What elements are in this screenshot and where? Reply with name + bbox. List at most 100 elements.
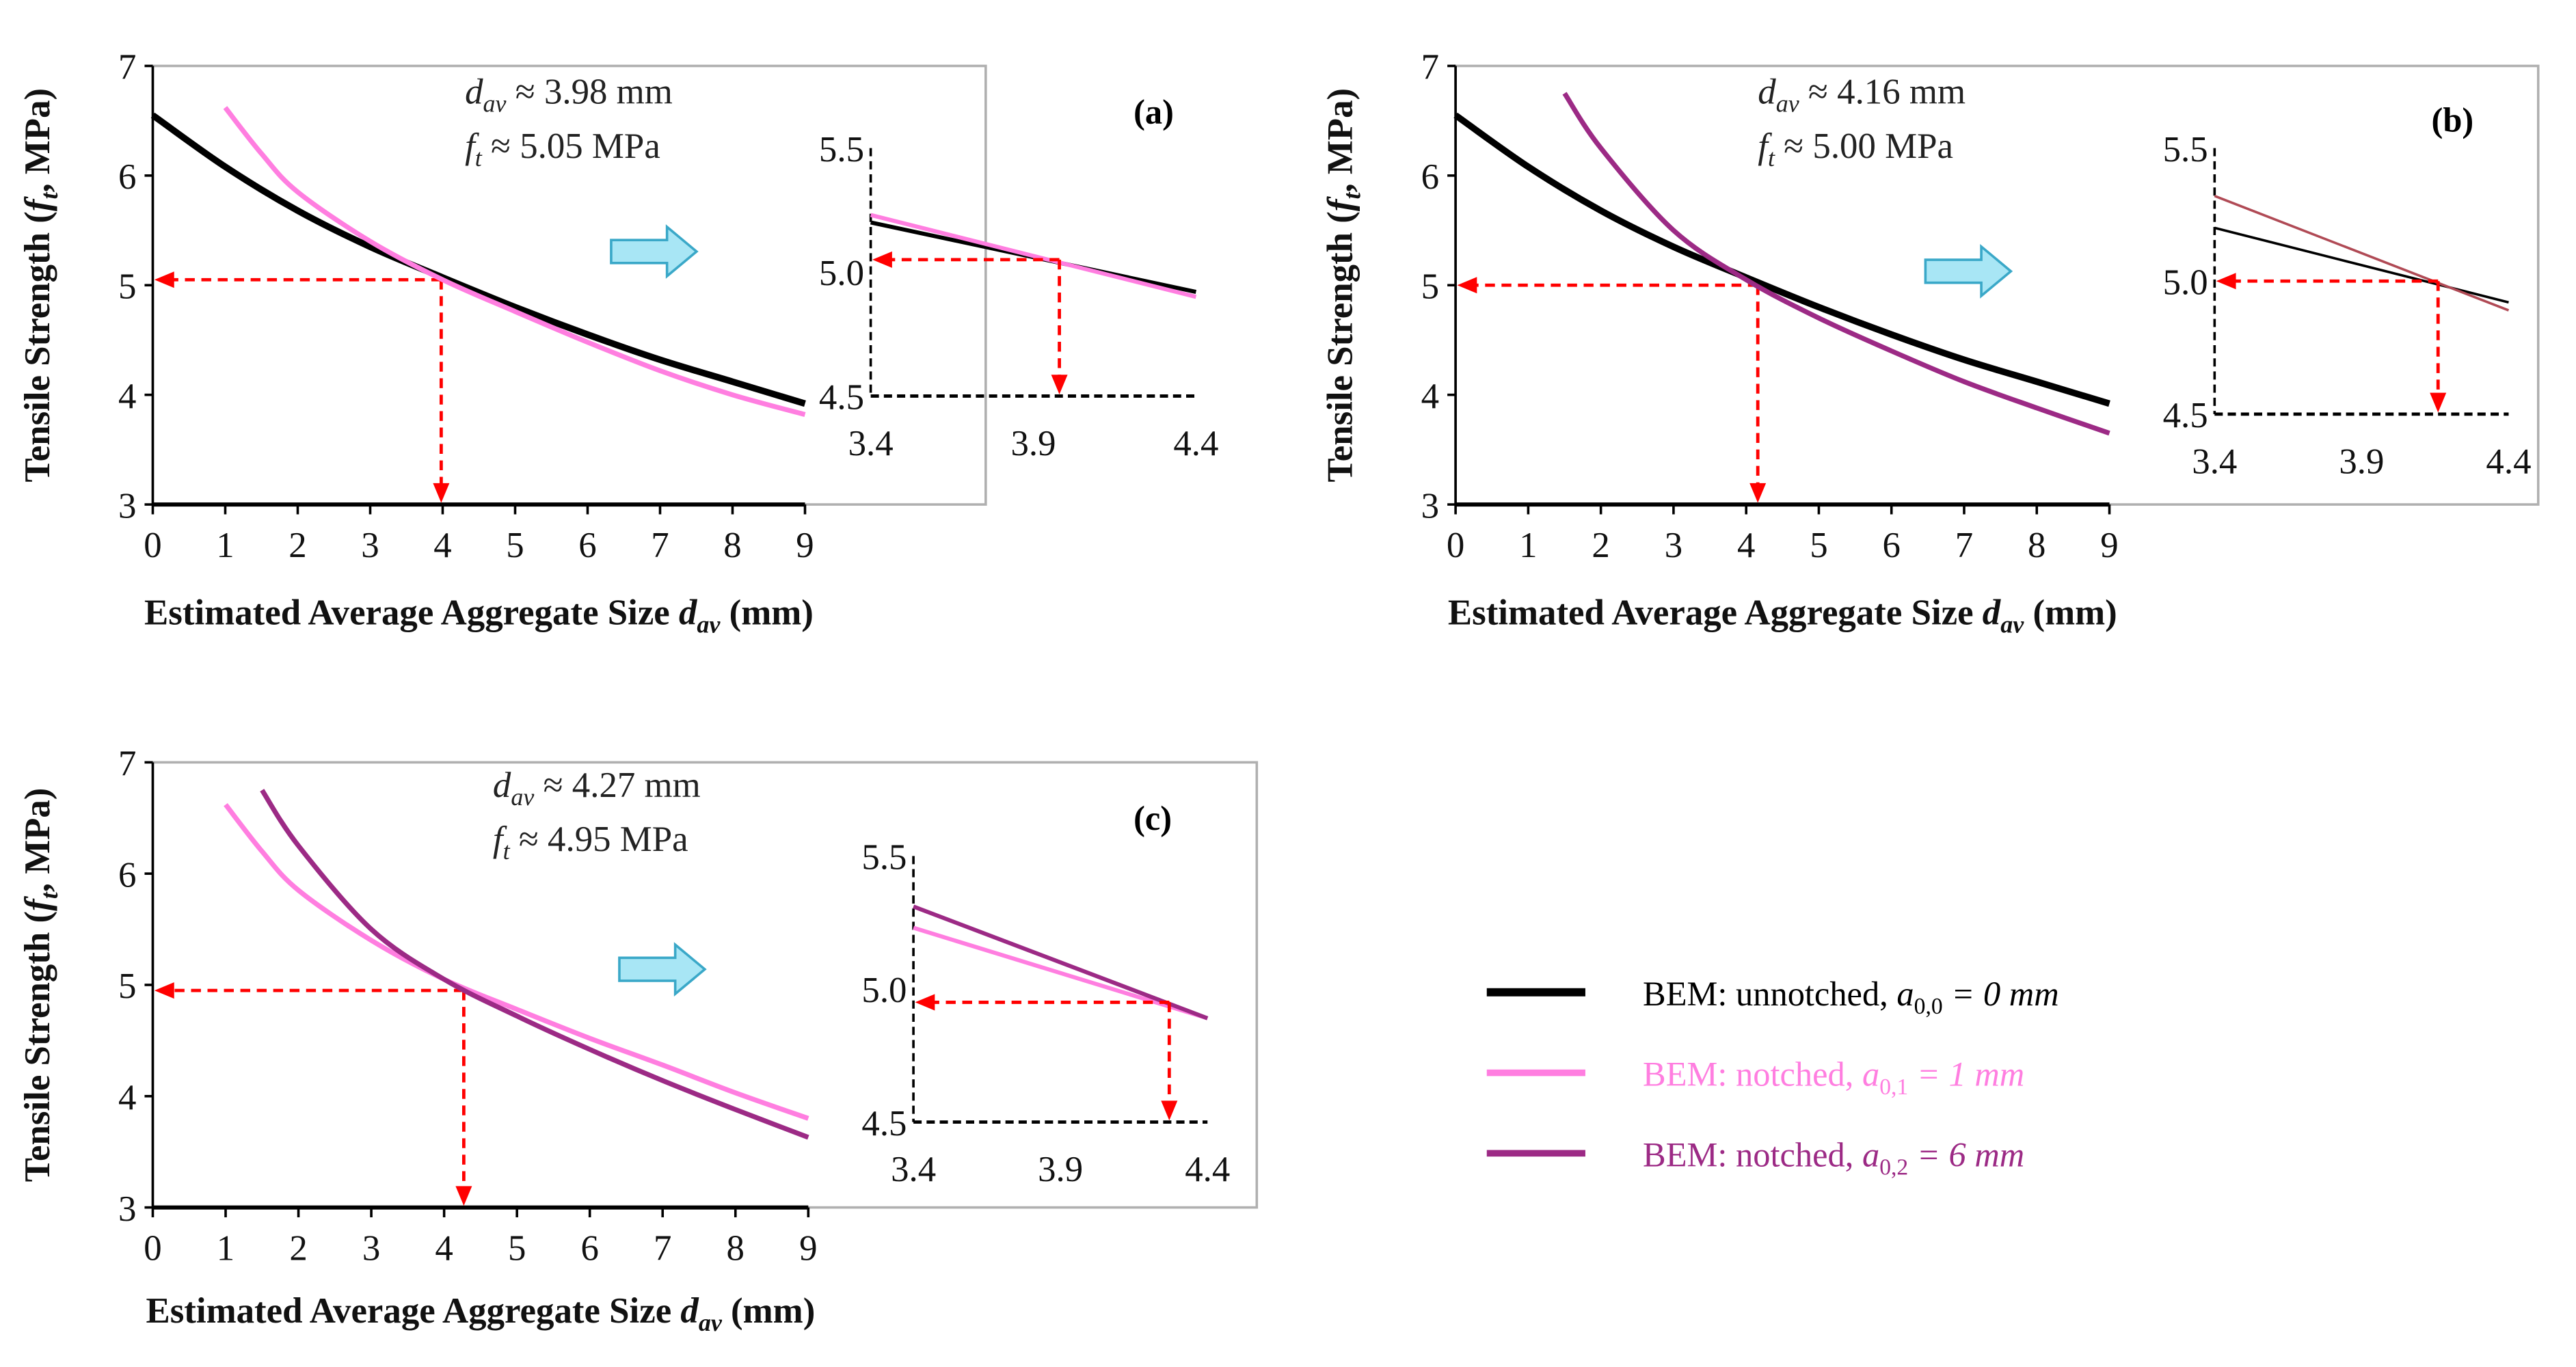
- zoom-arrow-icon: [1924, 243, 2013, 299]
- inset-x-tick-label: 4.4: [1185, 1150, 1230, 1189]
- y-tick-label: 5: [118, 267, 136, 306]
- arrowhead-left-icon: [915, 994, 935, 1011]
- y-tick-label: 7: [118, 48, 136, 87]
- x-axis-label: Estimated Average Aggregate Size dav (mm…: [144, 593, 814, 638]
- arrowhead-down-icon: [1749, 483, 1767, 503]
- annotation-line: dav ≈ 4.27 mm: [493, 766, 701, 811]
- inset-y-tick-label: 4.5: [819, 378, 864, 418]
- inset-y-tick-label: 5.0: [861, 971, 907, 1010]
- y-tick-label: 5: [118, 966, 136, 1006]
- y-tick-label: 6: [1421, 157, 1439, 197]
- x-tick-label: 9: [799, 1228, 817, 1268]
- y-axis-label: Tensile Strength (ft, MPa): [1321, 88, 1366, 483]
- inset-y-tick-label: 5.0: [2163, 262, 2208, 302]
- annotation-subscript: t: [503, 837, 511, 865]
- y-label-unit: , MPa): [18, 88, 57, 193]
- x-label-text: Estimated Average Aggregate Size: [144, 593, 679, 632]
- annotation-symbol: d: [493, 766, 511, 805]
- arrowhead-down-icon: [1051, 375, 1068, 395]
- x-tick-label: 2: [1592, 526, 1609, 565]
- zoom-arrow-icon: [610, 224, 699, 279]
- inset-y-tick-label: 5.5: [861, 838, 907, 878]
- y-tick-label: 3: [1421, 486, 1439, 526]
- annotation-value: ≈ 4.27 mm: [534, 766, 700, 805]
- x-tick-label: 5: [506, 526, 524, 565]
- arrowhead-down-icon: [2430, 392, 2447, 413]
- arrowhead-down-icon: [1161, 1100, 1178, 1121]
- legend-prefix: BEM: unnotched,: [1643, 975, 1896, 1013]
- x-tick-label: 8: [727, 1228, 744, 1268]
- x-tick-label: 0: [1447, 526, 1464, 565]
- series-line-1: [223, 106, 806, 418]
- legend-value: = 1 mm: [1908, 1055, 2024, 1094]
- annotation-value: ≈ 4.16 mm: [1799, 72, 1965, 112]
- x-tick-label: 2: [289, 1228, 307, 1268]
- x-tick-label: 4: [433, 526, 451, 565]
- x-tick-label: 7: [651, 526, 669, 565]
- arrowhead-left-icon: [1457, 277, 1477, 294]
- y-label-subscript: t: [36, 192, 63, 200]
- x-label-symbol: d: [680, 1291, 699, 1331]
- x-label-subscript: av: [699, 1309, 723, 1336]
- annotation-subscript: av: [483, 90, 507, 118]
- inset: 3.4 3.9 4.4 4.5 5.0 5.5: [819, 130, 1219, 463]
- inset-x-tick-label: 3.9: [1038, 1150, 1083, 1189]
- x-tick-label: 7: [654, 1228, 671, 1268]
- legend-subscript: 0,2: [1879, 1155, 1908, 1180]
- legend-symbol: a: [1896, 975, 1914, 1013]
- y-label-unit: , MPa): [18, 788, 57, 893]
- inset-y-tick-label: 5.5: [2163, 130, 2208, 170]
- inset-x-tick-label: 4.4: [2486, 442, 2531, 481]
- x-tick-label: 4: [435, 1228, 453, 1268]
- y-tick-label: 3: [118, 486, 136, 526]
- y-label-subscript: t: [36, 891, 63, 899]
- y-label-symbol: f: [1321, 196, 1360, 211]
- legend-subscript: 0,1: [1879, 1074, 1908, 1100]
- x-label-subscript: av: [2000, 611, 2024, 638]
- x-label-text: Estimated Average Aggregate Size: [1448, 593, 1983, 632]
- inset: 3.4 3.9 4.4 4.5 5.0 5.5: [2163, 130, 2532, 482]
- annotation-symbol: d: [465, 72, 483, 112]
- x-tick-label: 0: [144, 1228, 161, 1268]
- y-tick-label: 7: [118, 744, 136, 784]
- x-tick-label: 8: [2028, 526, 2045, 565]
- annotation-subscript: t: [475, 144, 483, 172]
- legend-subscript: 0,0: [1914, 994, 1943, 1019]
- inset-x-tick-label: 3.4: [848, 424, 894, 463]
- x-tick-label: 3: [361, 526, 379, 565]
- inset-x-tick-label: 3.4: [2192, 442, 2237, 481]
- x-axis-label: Estimated Average Aggregate Size dav (mm…: [1448, 593, 2117, 638]
- inset-x-tick-label: 3.9: [2339, 442, 2384, 481]
- x-label-subscript: av: [697, 611, 721, 638]
- series-line-0: [224, 802, 809, 1121]
- legend-symbol: a: [1862, 1136, 1879, 1174]
- annotation-value: ≈ 5.00 MPa: [1775, 126, 1953, 166]
- x-tick-label: 6: [1883, 526, 1901, 565]
- series-line-0: [1453, 112, 2110, 407]
- panel-label: (a): [1133, 93, 1174, 131]
- y-label-unit: , MPa): [1321, 88, 1360, 193]
- legend-value: = 6 mm: [1908, 1136, 2024, 1174]
- arrowhead-down-icon: [433, 483, 450, 503]
- annotation-value: ≈ 3.98 mm: [507, 72, 673, 112]
- inset-series-line-1: [870, 213, 1197, 299]
- y-tick-label: 6: [118, 855, 136, 895]
- y-tick-label: 5: [1421, 267, 1439, 306]
- arrowhead-left-icon: [154, 271, 174, 288]
- zoom-arrow-icon: [618, 942, 707, 997]
- x-tick-label: 2: [289, 526, 306, 565]
- x-label-unit: (mm): [722, 1291, 816, 1331]
- x-tick-label: 5: [508, 1228, 526, 1268]
- legend-entry: BEM: unnotched, a0,0 = 0 mm: [1643, 975, 2059, 1019]
- x-label-unit: (mm): [2024, 593, 2117, 632]
- legend-value: = 0 mm: [1943, 975, 2059, 1013]
- inset-y-tick-label: 5.5: [819, 130, 864, 170]
- annotation-value: ≈ 4.95 MPa: [510, 820, 688, 859]
- panel-label: (b): [2432, 101, 2474, 139]
- annotation-line: dav ≈ 3.98 mm: [465, 72, 673, 118]
